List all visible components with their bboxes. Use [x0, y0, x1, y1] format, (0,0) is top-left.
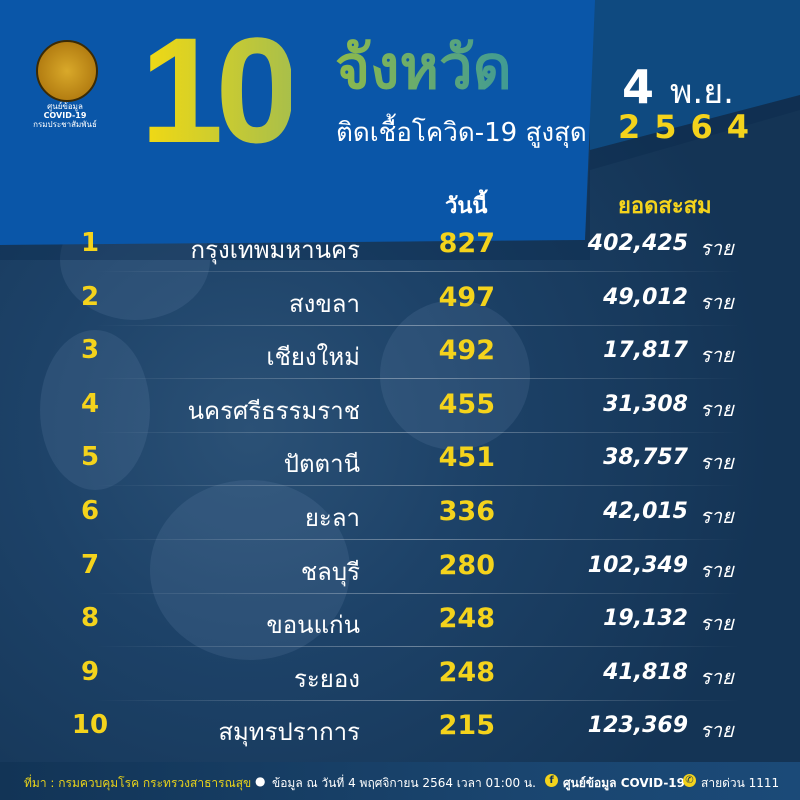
today-cases: 336: [438, 496, 495, 527]
row-divider: [95, 431, 740, 433]
rank: 1: [80, 228, 100, 258]
rank: 3: [80, 335, 100, 366]
headline-title: จังหวัด: [335, 28, 512, 108]
table-row: 5 ปัตตานี 451 38,757 ราย: [0, 432, 800, 487]
row-divider: [95, 378, 740, 380]
date-month: พ.ย.: [670, 72, 734, 112]
rank: 9: [80, 656, 100, 687]
logo-text: ศูนย์ข้อมูล: [47, 102, 83, 111]
bullet: ●: [255, 774, 266, 788]
unit-label: ราย: [700, 718, 734, 743]
unit-label: ราย: [700, 504, 734, 528]
province-name: ปัตตานี: [283, 450, 360, 479]
hotline-text: สายด่วน 1111: [701, 776, 780, 790]
virus-decoration: [40, 330, 150, 490]
unit-label: ราย: [700, 236, 734, 260]
rank: 7: [80, 549, 100, 580]
cumulative-cases: 19,132: [603, 606, 688, 632]
column-header-cumulative: ยอดสะสม: [618, 194, 712, 219]
table-row: 6 ยะลา 336 42,015 ราย: [0, 486, 800, 540]
table-row: 1 กรุงเทพมหานคร 827 402,425 ราย: [0, 218, 800, 272]
header: ศูนย์ข้อมูล COVID-19 กรมประชาสัมพันธ์ 10…: [0, 0, 800, 260]
row-divider: [95, 485, 740, 487]
headline-number: 10: [140, 6, 299, 174]
today-cases: 451: [438, 442, 495, 474]
table-row: 8 ขอนแก่น 248 19,132 ราย: [0, 593, 800, 648]
province-name: ชลบุรี: [300, 557, 360, 586]
unit-label: ราย: [700, 396, 734, 421]
row-divider: [95, 271, 740, 272]
logo-text: COVID-19: [43, 111, 87, 120]
province-name: สมุทรปราการ: [218, 718, 360, 747]
column-header-today: วันนี้: [445, 194, 488, 219]
cumulative-cases: 402,425: [587, 231, 688, 256]
headline-subtitle: ติดเชื้อโควิด-19 สูงสุด: [336, 118, 587, 148]
rank: 4: [80, 388, 100, 419]
today-cases: 492: [438, 335, 495, 367]
cumulative-cases: 38,757: [603, 445, 688, 471]
cumulative-cases: 42,015: [603, 499, 688, 524]
data-time-text: ข้อมูล ณ วันที่ 4 พฤศจิกายน 2564 เวลา 01…: [272, 776, 536, 790]
cumulative-cases: 49,012: [603, 284, 688, 310]
table-row: 4 นครศรีธรรมราช 455 31,308 ราย: [0, 379, 800, 433]
today-cases: 827: [438, 228, 495, 259]
virus-decoration: [380, 300, 530, 450]
row-divider: [95, 592, 740, 594]
province-name: ขอนแก่น: [266, 611, 360, 640]
today-cases: 497: [438, 281, 495, 313]
row-divider: [95, 539, 740, 540]
unit-label: ราย: [700, 664, 734, 689]
today-cases: 215: [438, 710, 495, 742]
province-name: กรุงเทพมหานคร: [190, 236, 360, 264]
facebook-icon: f: [545, 774, 558, 787]
unit-label: ราย: [700, 611, 734, 636]
province-name: เชียงใหม่: [266, 343, 360, 372]
row-divider: [95, 646, 740, 648]
today-cases: 248: [438, 656, 495, 688]
table-row: 2 สงขลา 497 49,012 ราย: [0, 272, 800, 326]
rank: 6: [80, 496, 100, 526]
unit-label: ราย: [700, 450, 734, 475]
rank: 10: [71, 710, 109, 741]
government-seal-logo: [36, 40, 98, 102]
date-year: 2564: [618, 108, 764, 146]
footer: ที่มา : กรมควบคุมโรค กระทรวงสาธารณสุข ● …: [0, 762, 800, 800]
province-name: ยะลา: [304, 504, 360, 532]
unit-label: ราย: [700, 343, 734, 368]
cumulative-cases: 41,818: [603, 659, 688, 685]
unit-label: ราย: [700, 289, 734, 314]
facebook-page-text: ศูนย์ข้อมูล COVID-19: [563, 776, 686, 790]
header-banner: [0, 0, 800, 260]
rank: 2: [80, 281, 100, 312]
table-row: 3 เชียงใหม่ 492 17,817 ราย: [0, 325, 800, 380]
today-cases: 280: [438, 549, 495, 581]
province-name: ระยอง: [294, 664, 360, 693]
cumulative-cases: 17,817: [603, 338, 688, 364]
row-divider: [95, 324, 740, 326]
phone-icon: ✆: [683, 774, 696, 787]
cumulative-cases: 102,349: [587, 552, 688, 578]
province-name: นครศรีธรรมราช: [187, 396, 360, 425]
rank: 5: [80, 442, 100, 473]
unit-label: ราย: [700, 557, 734, 582]
source-text: ที่มา : กรมควบคุมโรค กระทรวงสาธารณสุข: [24, 776, 252, 790]
table-row: 10 สมุทรปราการ 215 123,369 ราย: [0, 700, 800, 754]
cumulative-cases: 123,369: [587, 713, 688, 739]
rank: 8: [80, 603, 100, 634]
today-cases: 455: [438, 388, 495, 420]
row-divider: [95, 699, 740, 701]
cumulative-cases: 31,308: [603, 391, 688, 417]
province-name: สงขลา: [289, 289, 360, 318]
virus-decoration: [150, 480, 350, 660]
logo-text: กรมประชาสัมพันธ์: [33, 120, 97, 129]
table-row: 9 ระยอง 248 41,818 ราย: [0, 647, 800, 701]
table-row: 7 ชลบุรี 280 102,349 ราย: [0, 540, 800, 594]
today-cases: 248: [438, 603, 495, 635]
date-day: 4: [622, 60, 655, 114]
